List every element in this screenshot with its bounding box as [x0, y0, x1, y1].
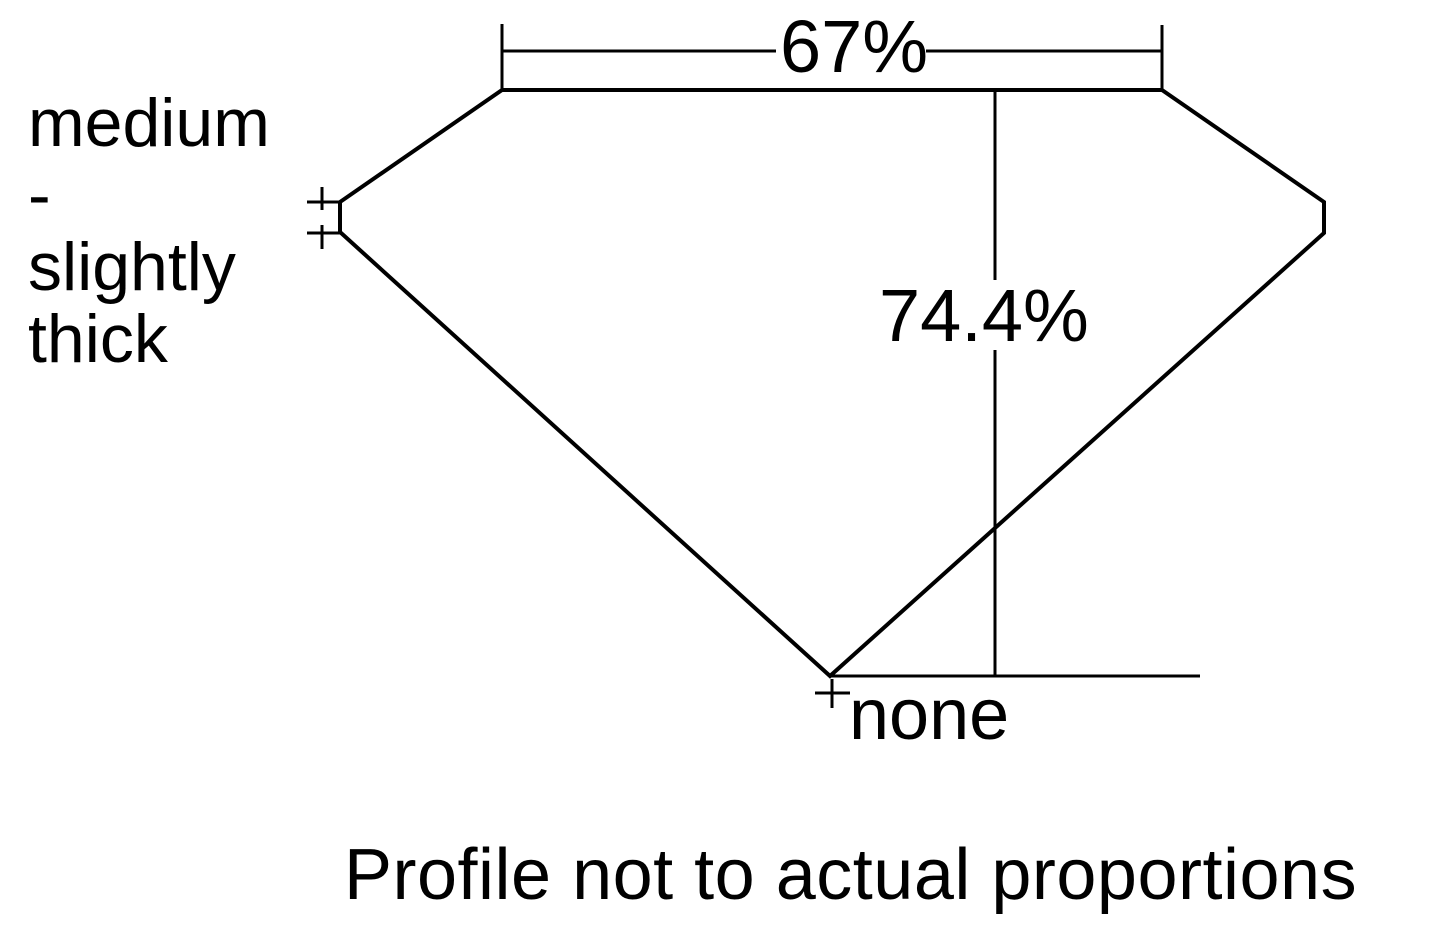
- depth-percentage-label: 74.4%: [879, 274, 1089, 357]
- table-width-dimension: [500, 24, 1164, 90]
- culet-plus-mark: [815, 679, 850, 708]
- table-percentage-label: 67%: [780, 5, 929, 88]
- culet-label: none: [849, 675, 1010, 755]
- diamond-outline: [338, 88, 1326, 679]
- girdle-thickness-label: medium - slightly thick: [28, 85, 270, 377]
- caption-text: Profile not to actual proportions: [344, 835, 1358, 915]
- girdle-thickness-ticks: [307, 187, 340, 249]
